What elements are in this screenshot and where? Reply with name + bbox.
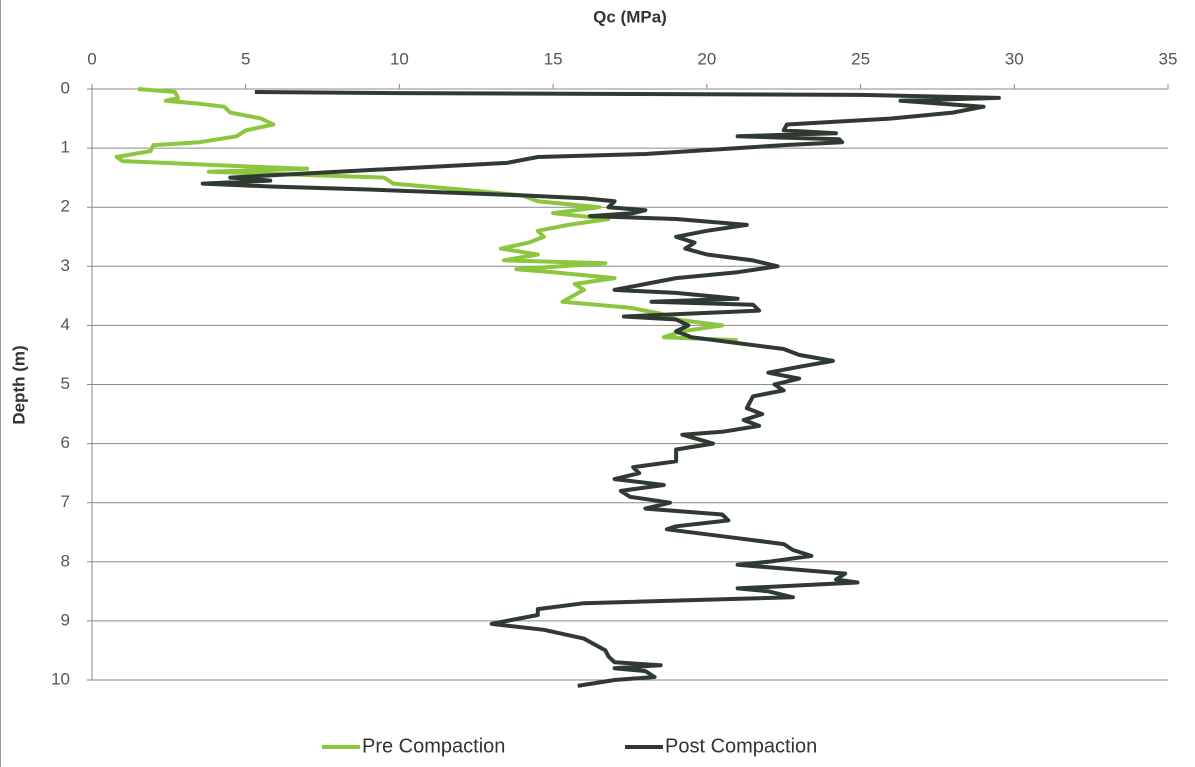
x-tick-label: 35: [1159, 49, 1178, 68]
y-tick-label: 10: [51, 669, 70, 688]
y-axis-label: Depth (m): [9, 345, 28, 424]
y-tick-label: 8: [61, 551, 70, 570]
y-tick-label: 5: [61, 374, 70, 393]
legend-label: Post Compaction: [665, 735, 817, 757]
x-tick-label: 5: [241, 49, 250, 68]
x-tick-label: 10: [390, 49, 409, 68]
series-line: [114, 87, 738, 343]
x-tick-label: 30: [1005, 49, 1024, 68]
y-tick-label: 9: [61, 610, 70, 629]
series-line: [200, 90, 1001, 688]
legend-label: Pre Compaction: [362, 735, 505, 757]
y-tick-label: 1: [61, 138, 70, 157]
y-tick-label: 6: [61, 433, 70, 452]
y-tick-label: 3: [61, 256, 70, 275]
y-tick-label: 4: [61, 315, 70, 334]
x-tick-label: 15: [544, 49, 563, 68]
x-tick-label: 0: [87, 49, 96, 68]
y-tick-label: 0: [61, 78, 70, 97]
x-axis-label: Qc (MPa): [593, 7, 667, 26]
x-tick-label: 25: [851, 49, 870, 68]
y-tick-label: 2: [61, 197, 70, 216]
y-tick-label: 7: [61, 492, 70, 511]
x-tick-label: 20: [697, 49, 716, 68]
